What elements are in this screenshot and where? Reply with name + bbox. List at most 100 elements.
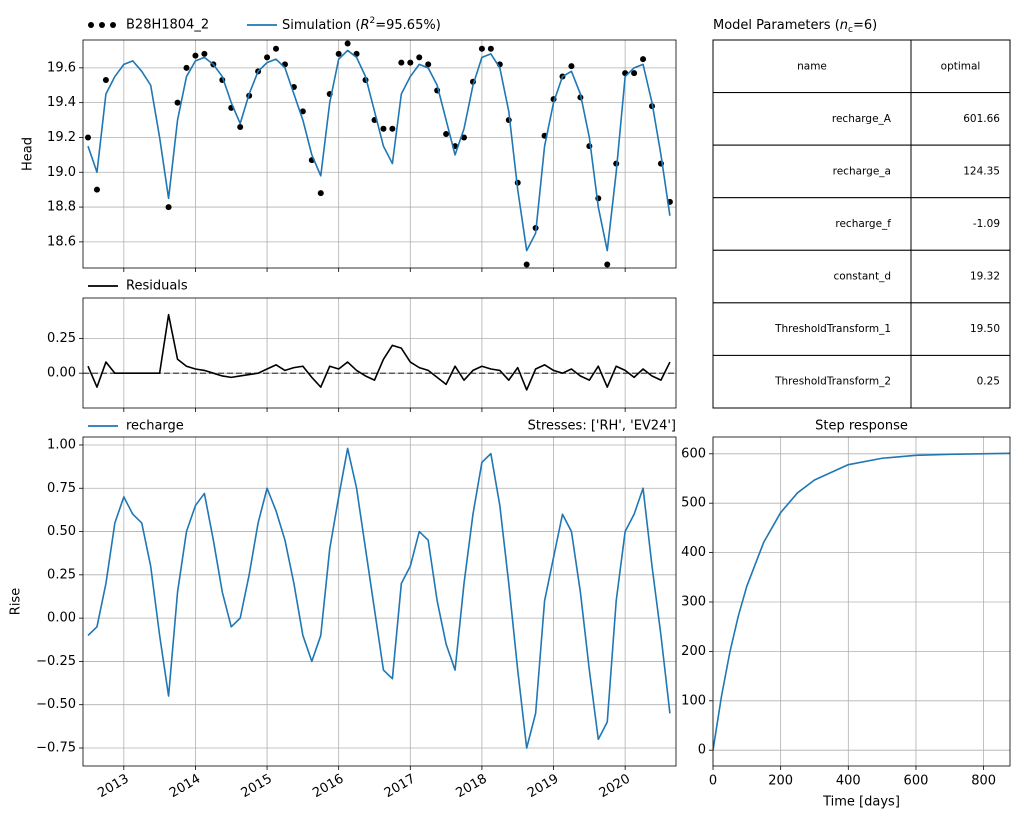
x-tick-label: 2019 bbox=[525, 772, 561, 802]
y-tick-label: 19.2 bbox=[47, 130, 76, 145]
legend-label: recharge bbox=[126, 419, 184, 434]
axes: 0 100 200 300 400 500 600 0 200 400 600 800 bbox=[681, 436, 1011, 789]
observation bbox=[85, 134, 92, 141]
observation bbox=[416, 54, 423, 61]
observation bbox=[317, 190, 324, 197]
series-line bbox=[87, 313, 671, 391]
x-tick-label: 2015 bbox=[239, 772, 275, 802]
table-cell bbox=[910, 92, 1011, 146]
observation bbox=[640, 56, 647, 63]
table-cell bbox=[712, 197, 912, 251]
y-tick-label: 19.0 bbox=[47, 165, 76, 180]
axes: 18.6 18.8 19.0 19.2 19.4 19.6 bbox=[47, 39, 677, 272]
series-line bbox=[87, 447, 671, 749]
y-tick-label: 18.6 bbox=[47, 234, 76, 249]
table-cell bbox=[712, 302, 912, 356]
axes: 0.00 0.25 bbox=[47, 297, 677, 412]
y-tick-label: 0.75 bbox=[47, 481, 76, 496]
y-tick-label: 400 bbox=[681, 545, 706, 560]
y-tick-label: −0.25 bbox=[36, 654, 76, 669]
observation bbox=[192, 52, 199, 59]
y-tick-label: 300 bbox=[681, 594, 706, 609]
table-cell-text: 0.25 bbox=[977, 376, 1000, 388]
y-tick-label: 0.25 bbox=[47, 567, 76, 582]
x-tick-label: 2014 bbox=[167, 772, 203, 802]
axes: −0.75 −0.50 −0.25 0.00 0.25 0.50 0.75 1.00 2013 2… bbox=[36, 436, 677, 802]
y-axis-label: Rise bbox=[9, 588, 24, 615]
observation bbox=[183, 64, 190, 71]
observation bbox=[631, 70, 638, 77]
observation bbox=[93, 186, 100, 193]
table-header: name bbox=[797, 60, 827, 72]
table-cell-text: -1.09 bbox=[973, 218, 1000, 230]
legend-marker bbox=[88, 22, 94, 28]
axes-frame bbox=[712, 436, 1011, 767]
table-cell-text: ThresholdTransform_2 bbox=[774, 376, 891, 388]
x-tick-label: 2020 bbox=[597, 772, 633, 802]
axes-title: Step response bbox=[815, 419, 908, 434]
observation bbox=[443, 130, 450, 137]
y-tick-label: 19.6 bbox=[47, 60, 76, 75]
text-part: Model Parameters ( bbox=[713, 18, 840, 33]
table-cell-text: recharge_a bbox=[833, 165, 891, 177]
table-cell bbox=[910, 249, 1011, 304]
y-tick-label: 0.25 bbox=[47, 331, 76, 346]
table-cell bbox=[910, 197, 1011, 251]
table-cell bbox=[712, 39, 912, 94]
table-cell-text: recharge_f bbox=[835, 218, 891, 230]
y-tick-label: 0.00 bbox=[47, 611, 76, 626]
observation bbox=[102, 77, 109, 84]
text-part: 2 bbox=[370, 16, 376, 26]
y-tick-label: 200 bbox=[681, 644, 706, 659]
x-axis-label: Time [days] bbox=[822, 795, 900, 810]
legend-label: Simulation (R2=95.65%) bbox=[282, 16, 441, 33]
y-tick-label: 18.8 bbox=[47, 200, 76, 215]
text-part: c bbox=[848, 25, 853, 35]
series-line bbox=[87, 49, 671, 252]
table-cell-text: constant_d bbox=[833, 271, 891, 283]
x-tick-label: 400 bbox=[836, 774, 861, 789]
table-cell bbox=[910, 144, 1011, 199]
text-part: n bbox=[840, 18, 848, 33]
table-cell bbox=[910, 302, 1011, 356]
observation bbox=[380, 125, 387, 132]
x-tick-label: 800 bbox=[971, 774, 996, 789]
axes-frame bbox=[82, 436, 677, 767]
y-tick-label: 600 bbox=[681, 446, 706, 461]
x-tick-label: 2013 bbox=[95, 772, 131, 802]
observation bbox=[174, 99, 181, 106]
text-part: =6) bbox=[853, 18, 877, 33]
x-tick-label: 600 bbox=[904, 774, 929, 789]
observation bbox=[201, 50, 208, 57]
observation bbox=[273, 45, 280, 52]
observation bbox=[425, 61, 432, 68]
table-header: optimal bbox=[941, 60, 981, 72]
y-tick-label: 19.4 bbox=[47, 95, 76, 110]
observation bbox=[389, 125, 396, 132]
table-cell-text: 601.66 bbox=[963, 113, 1000, 125]
y-tick-label: 100 bbox=[681, 693, 706, 708]
y-tick-label: 0.00 bbox=[47, 366, 76, 381]
axes-frame bbox=[82, 297, 677, 409]
observation bbox=[461, 134, 468, 141]
legend-label: Residuals bbox=[126, 279, 188, 294]
observation bbox=[398, 59, 405, 66]
y-tick-label: 0.50 bbox=[47, 524, 76, 539]
table-cell bbox=[712, 354, 912, 409]
observation bbox=[478, 45, 485, 52]
observation bbox=[237, 124, 244, 131]
text-part: =95.65%) bbox=[375, 18, 441, 33]
series-line bbox=[713, 452, 1010, 751]
legend-marker bbox=[110, 22, 116, 28]
table-cell-text: ThresholdTransform_1 bbox=[774, 323, 891, 335]
y-tick-label: −0.50 bbox=[36, 697, 76, 712]
table-cell-text: recharge_A bbox=[832, 113, 892, 125]
axes-frame bbox=[82, 39, 677, 269]
table-cell bbox=[712, 144, 912, 199]
table-cell-text: 19.50 bbox=[970, 323, 1000, 335]
y-axis-label: Head bbox=[21, 137, 36, 171]
table-cell-text: 124.35 bbox=[963, 165, 1000, 177]
observation bbox=[407, 59, 414, 66]
table: name optimal recharge_A 601.66 recharge_a 124… bbox=[712, 39, 1011, 409]
annotation: Stresses: ['RH', 'EV24'] bbox=[528, 419, 676, 434]
